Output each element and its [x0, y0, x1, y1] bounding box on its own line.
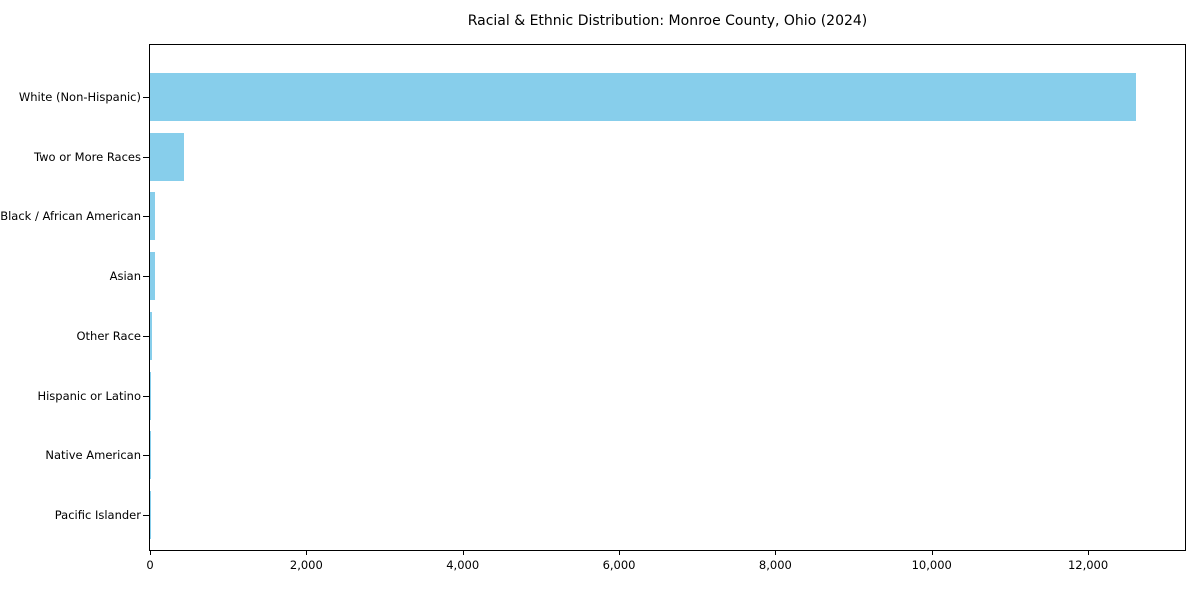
plot-area [143, 44, 1186, 555]
chart-title: Racial & Ethnic Distribution: Monroe Cou… [467, 13, 868, 29]
bar-black-african-american [150, 192, 156, 241]
x-tick-mark [150, 550, 151, 555]
category-label: White (Non-Hispanic) [18, 90, 141, 104]
x-tick-label: 8,000 [758, 558, 792, 572]
y-tick-mark [143, 514, 149, 516]
y-tick-mark [143, 97, 149, 98]
category-label: Native American [45, 448, 141, 463]
category-label: Asian [109, 269, 141, 284]
category-label: Two or More Races [34, 149, 141, 164]
x-tick-label: 12,000 [1067, 558, 1109, 572]
x-tick-label: 10,000 [911, 558, 952, 572]
x-tick-mark [619, 550, 621, 555]
category-label: Other Race [76, 328, 142, 343]
bar-hispanic-or-latino [150, 371, 152, 420]
x-axis-labels: 0 2,000 4,000 6,000 8,000 10,000 12,000 [146, 558, 1187, 576]
bar-two-or-more-races [150, 132, 184, 181]
x-tick-label: 0 [146, 558, 154, 572]
y-tick-mark [143, 216, 149, 218]
y-tick-mark [143, 335, 149, 337]
y-axis-labels: White (Non-Hispanic) Two or More Races Bla… [0, 44, 141, 551]
bar-asian [150, 252, 155, 301]
x-tick-mark [775, 550, 777, 555]
y-tick-mark [143, 395, 149, 397]
x-tick-label: 4,000 [446, 558, 480, 572]
x-tick-label: 2,000 [289, 558, 323, 572]
x-tick-mark [462, 550, 464, 555]
category-label: Black / African American [0, 209, 141, 224]
category-label: Hispanic or Latino [37, 388, 141, 403]
x-tick-label: 6,000 [602, 558, 636, 572]
y-tick-mark [143, 156, 149, 158]
bar-white-non-hispanic [150, 73, 1136, 121]
x-tick-mark [1088, 550, 1090, 555]
category-label: Pacific Islander [54, 507, 141, 522]
bar-other-race [150, 311, 153, 360]
y-tick-mark [143, 276, 149, 278]
y-tick-mark [143, 455, 149, 457]
x-tick-mark [306, 550, 308, 555]
x-tick-mark [931, 550, 933, 555]
